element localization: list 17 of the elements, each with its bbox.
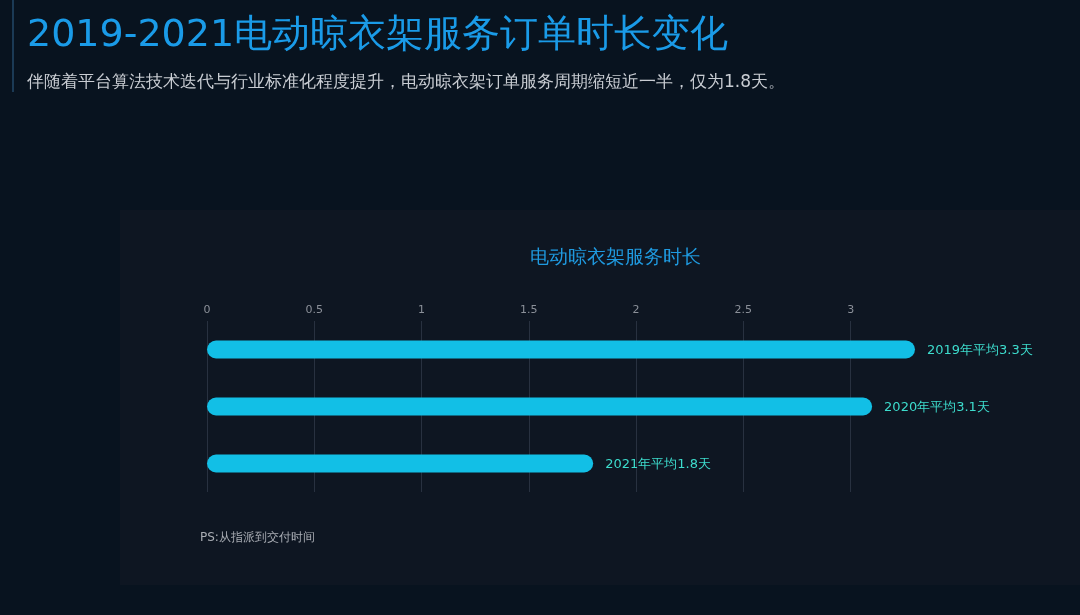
chart-title: 2019-2021电动晾衣架服务订单时长变化 [27, 10, 729, 57]
text: 电动晾衣架服务时长 [529, 244, 701, 269]
bar [207, 340, 915, 359]
data-label: 2020年平均3.1天 [884, 399, 990, 414]
bar [207, 397, 873, 416]
x-tick-label: 3 [847, 303, 855, 316]
x-tick-label: 2 [632, 303, 640, 316]
bar [207, 454, 594, 473]
chart-subtitle: 伴随着平台算法技术迭代与行业标准化程度提升，电动晾衣架订单服务周期缩短近一半，仅为1.8天。 [27, 70, 786, 93]
x-tick-label: 0 [203, 303, 211, 316]
x-tick-label: 1.5 [520, 303, 538, 316]
x-tick-label: 1 [418, 303, 426, 316]
data-label: 2019年平均3.3天 [927, 342, 1033, 357]
data-label: 2021年平均1.8天 [605, 456, 711, 471]
text: PS:从指派到交付时间 [200, 529, 315, 546]
x-tick-label: 0.5 [305, 303, 324, 316]
x-tick-label: 2.5 [734, 303, 753, 316]
